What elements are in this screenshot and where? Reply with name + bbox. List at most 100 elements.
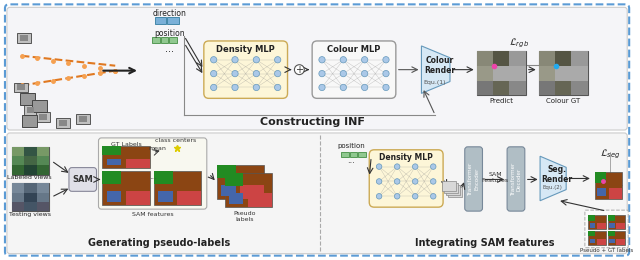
Bar xyxy=(572,66,588,81)
Bar xyxy=(598,188,605,197)
Bar xyxy=(24,202,36,211)
Bar xyxy=(217,165,236,178)
Bar xyxy=(12,193,24,202)
Text: Testing views: Testing views xyxy=(8,212,51,217)
Text: Colour MLP: Colour MLP xyxy=(327,45,381,54)
Text: Colour
Render: Colour Render xyxy=(424,56,456,75)
Circle shape xyxy=(376,193,382,199)
Bar xyxy=(221,185,236,196)
Text: labels: labels xyxy=(235,217,253,222)
Bar xyxy=(154,171,201,205)
Bar xyxy=(596,223,605,229)
Text: Density MLP: Density MLP xyxy=(216,45,275,54)
Bar xyxy=(477,81,493,95)
Bar xyxy=(340,152,349,157)
Circle shape xyxy=(431,179,436,184)
Text: position: position xyxy=(338,143,365,149)
Bar xyxy=(539,66,555,81)
Text: Density MLP: Density MLP xyxy=(380,153,433,162)
Text: Seg.
Render: Seg. Render xyxy=(541,165,573,184)
Bar xyxy=(493,51,509,66)
Circle shape xyxy=(412,193,418,199)
Circle shape xyxy=(319,57,325,63)
Bar xyxy=(102,146,122,154)
Text: ...: ... xyxy=(165,44,174,54)
Bar xyxy=(509,81,526,95)
Bar xyxy=(12,156,24,165)
Text: $\mathcal{L}_{rgb}$: $\mathcal{L}_{rgb}$ xyxy=(509,36,529,50)
Circle shape xyxy=(394,193,400,199)
Bar xyxy=(107,159,122,165)
Circle shape xyxy=(294,65,304,75)
Circle shape xyxy=(275,84,281,91)
Circle shape xyxy=(362,57,368,63)
Bar xyxy=(152,37,159,43)
Bar xyxy=(24,147,36,156)
Bar xyxy=(539,51,555,66)
FancyBboxPatch shape xyxy=(99,138,207,209)
FancyBboxPatch shape xyxy=(369,150,443,207)
Text: Transformer
Decoder: Transformer Decoder xyxy=(511,162,522,196)
Bar xyxy=(225,173,272,207)
Bar xyxy=(12,147,24,156)
Text: Constructing INF: Constructing INF xyxy=(260,117,365,127)
Circle shape xyxy=(211,57,217,63)
Bar xyxy=(76,114,90,124)
Circle shape xyxy=(376,164,382,169)
Bar xyxy=(609,223,614,228)
Circle shape xyxy=(253,57,259,63)
Circle shape xyxy=(319,84,325,91)
Circle shape xyxy=(211,84,217,91)
Bar xyxy=(14,82,28,92)
FancyBboxPatch shape xyxy=(585,210,628,248)
Bar xyxy=(24,105,38,115)
Bar xyxy=(155,17,166,24)
Text: class centers: class centers xyxy=(155,138,196,143)
Bar xyxy=(79,116,86,122)
Bar xyxy=(442,181,456,191)
Bar xyxy=(225,173,243,186)
Polygon shape xyxy=(540,156,566,201)
Bar xyxy=(477,66,493,81)
Bar xyxy=(572,81,588,95)
Bar xyxy=(59,120,67,126)
Bar xyxy=(595,172,605,183)
Bar xyxy=(24,156,36,165)
Text: mean: mean xyxy=(148,146,166,151)
Bar xyxy=(493,66,509,81)
Bar xyxy=(555,81,572,95)
Bar xyxy=(509,51,526,66)
Bar xyxy=(154,171,173,184)
Bar xyxy=(168,17,179,24)
Text: SAM
Features: SAM Features xyxy=(482,172,509,183)
Bar xyxy=(609,188,622,199)
Bar xyxy=(477,51,493,66)
FancyBboxPatch shape xyxy=(507,147,525,211)
Bar xyxy=(12,147,49,174)
Bar xyxy=(20,93,35,105)
Bar xyxy=(27,107,35,113)
Bar xyxy=(349,152,357,157)
Text: Equ.(1): Equ.(1) xyxy=(423,80,445,85)
Circle shape xyxy=(376,179,382,184)
Bar xyxy=(607,231,614,236)
Bar xyxy=(588,231,605,245)
Bar xyxy=(36,147,49,156)
Bar xyxy=(36,156,49,165)
Bar xyxy=(12,183,49,211)
Circle shape xyxy=(362,84,368,91)
Text: Pseudo + GT labels: Pseudo + GT labels xyxy=(580,248,633,253)
Bar xyxy=(555,51,572,66)
Bar xyxy=(102,146,150,168)
FancyBboxPatch shape xyxy=(204,41,287,98)
Bar xyxy=(589,223,595,228)
Circle shape xyxy=(340,57,346,63)
Bar xyxy=(36,183,49,193)
Bar xyxy=(607,215,614,221)
Bar xyxy=(17,84,25,90)
Circle shape xyxy=(319,70,325,77)
Bar xyxy=(17,33,31,43)
Bar xyxy=(102,171,122,184)
Circle shape xyxy=(275,70,281,77)
Text: Colour GT: Colour GT xyxy=(546,98,580,104)
